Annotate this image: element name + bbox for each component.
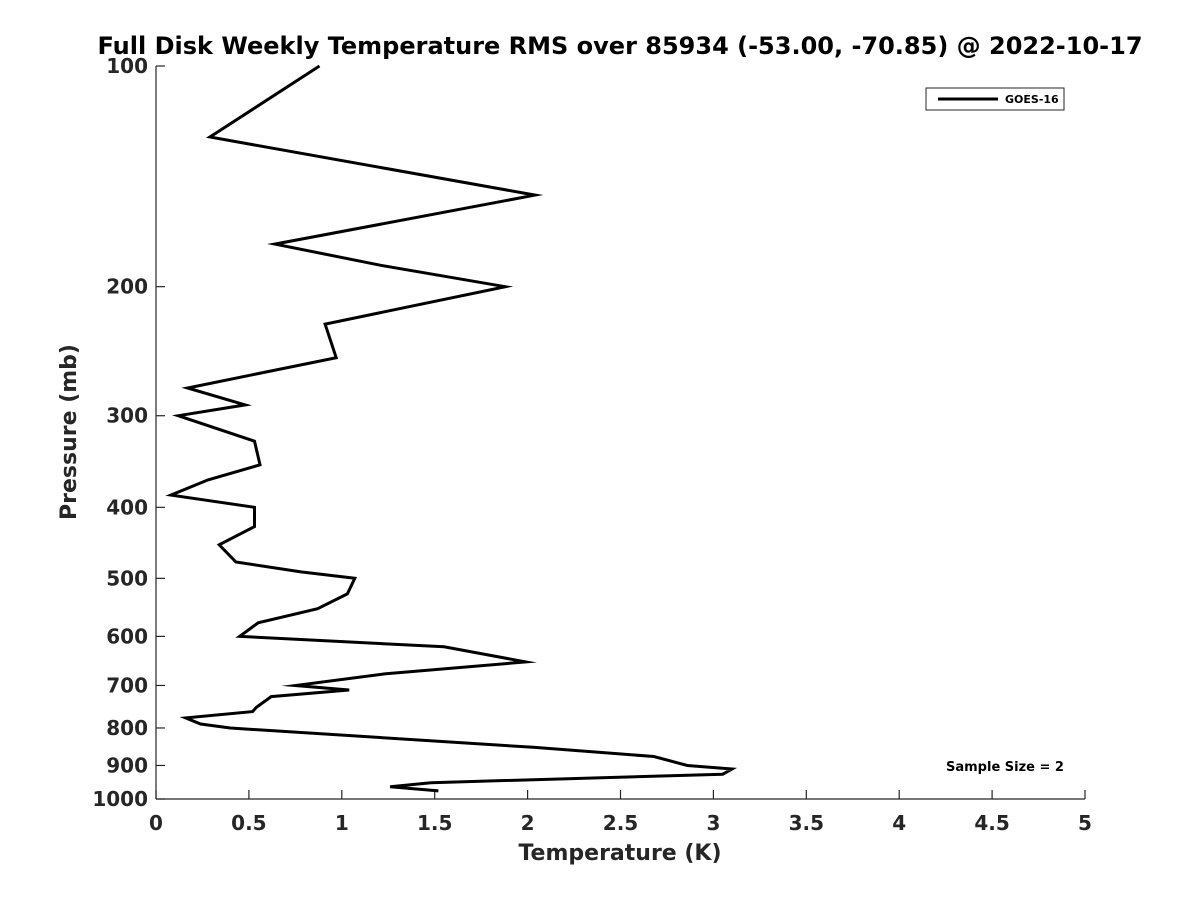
x-tick-label: 5 (1078, 811, 1092, 835)
x-tick-label: 0 (149, 811, 163, 835)
y-tick-label: 500 (106, 566, 148, 590)
y-tick-label: 700 (106, 673, 148, 697)
y-tick-label: 900 (106, 753, 148, 777)
x-tick-label: 3.5 (789, 811, 824, 835)
x-axis-label: Temperature (K) (518, 841, 721, 866)
x-tick-label: 4.5 (974, 811, 1009, 835)
x-tick-label: 0.5 (231, 811, 266, 835)
legend-label: GOES-16 (1005, 93, 1059, 106)
x-tick-group: 0 0.5 1 1.5 2 2.5 3 3.5 4 4.5 5 (149, 790, 1092, 835)
x-tick-label: 2.5 (603, 811, 638, 835)
chart-title: Full Disk Weekly Temperature RMS over 85… (97, 32, 1142, 60)
y-tick-label: 800 (106, 716, 148, 740)
y-axis-label: Pressure (mb) (57, 344, 82, 520)
sample-size-annotation: Sample Size = 2 (946, 760, 1064, 775)
x-tick-label: 1.5 (417, 811, 452, 835)
series-line-goes-16 (165, 64, 738, 793)
x-tick-label: 2 (521, 811, 535, 835)
x-tick-label: 4 (892, 811, 906, 835)
x-tick-label: 1 (335, 811, 349, 835)
y-tick-label: 200 (106, 275, 148, 299)
y-tick-label: 400 (106, 495, 148, 519)
y-tick-label: 100 (106, 54, 148, 78)
legend: GOES-16 (925, 87, 1065, 111)
y-tick-group: 100 200 300 400 500 600 700 800 900 1000 (92, 54, 165, 811)
x-tick-label: 3 (706, 811, 720, 835)
series-layer (165, 64, 738, 793)
y-tick-label: 600 (106, 624, 148, 648)
y-tick-label: 1000 (92, 787, 148, 811)
y-tick-label: 300 (106, 404, 148, 428)
